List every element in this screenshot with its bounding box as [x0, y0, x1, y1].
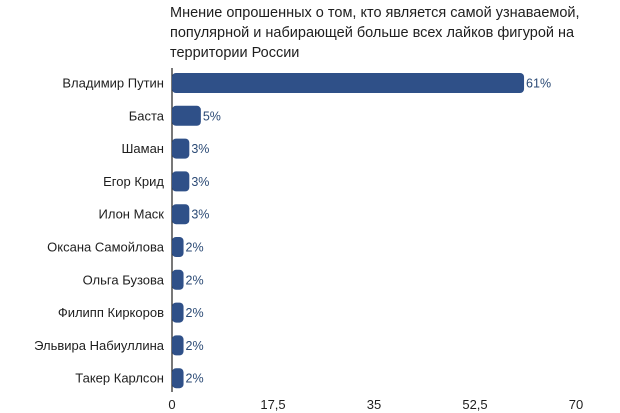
- value-label: 3%: [191, 175, 209, 189]
- bar: [172, 269, 184, 290]
- chart-title-line-2: популярной и набирающей больше всех лайк…: [170, 25, 575, 41]
- bar: [172, 171, 190, 192]
- category-label: Ольга Бузова: [83, 272, 165, 287]
- category-label: Баста: [129, 108, 165, 123]
- x-tick-label: 0: [168, 397, 175, 412]
- category-label: Оксана Самойлова: [47, 240, 165, 255]
- category-label: Егор Крид: [103, 174, 164, 189]
- bar: [172, 237, 184, 257]
- chart-title: Мнение опрошенных о том, кто является са…: [170, 3, 610, 63]
- value-label: 3%: [191, 142, 209, 156]
- bar: [172, 204, 190, 225]
- bar: [172, 335, 184, 356]
- bar: [172, 138, 190, 159]
- value-label: 2%: [186, 241, 204, 255]
- category-label: Эльвира Набиуллина: [34, 338, 165, 353]
- bar: [172, 368, 184, 389]
- value-label: 5%: [203, 109, 221, 123]
- x-tick-label: 52,5: [462, 397, 487, 412]
- category-label: Владимир Путин: [62, 76, 164, 91]
- category-label: Такер Карлсон: [75, 371, 164, 386]
- value-label: 2%: [186, 273, 204, 287]
- bar: [172, 73, 525, 93]
- chart-title-line-1: Мнение опрошенных о том, кто является са…: [170, 5, 580, 21]
- chart-title-line-3: территории России: [170, 45, 300, 61]
- category-label: Шаман: [122, 141, 165, 156]
- value-label: 2%: [186, 306, 204, 320]
- x-tick-label: 35: [367, 397, 381, 412]
- bar: [172, 302, 184, 323]
- value-label: 2%: [186, 339, 204, 353]
- category-label: Илон Маск: [99, 207, 165, 222]
- x-tick-label: 70: [569, 397, 583, 412]
- value-label: 2%: [186, 372, 204, 386]
- value-label: 61%: [526, 77, 551, 91]
- x-tick-label: 17,5: [260, 397, 285, 412]
- value-label: 3%: [191, 208, 209, 222]
- bar: [172, 105, 201, 126]
- category-label: Филипп Киркоров: [58, 305, 164, 320]
